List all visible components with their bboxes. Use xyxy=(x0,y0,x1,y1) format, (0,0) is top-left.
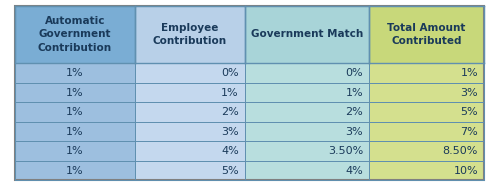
Bar xyxy=(135,83,245,102)
Bar xyxy=(245,6,369,63)
Text: 1%: 1% xyxy=(221,88,239,98)
Text: 2%: 2% xyxy=(345,107,363,117)
Bar xyxy=(15,141,135,161)
Text: Government Match: Government Match xyxy=(251,29,363,39)
Text: 5%: 5% xyxy=(221,166,239,176)
Text: 8.50%: 8.50% xyxy=(443,146,478,156)
Bar xyxy=(369,102,484,122)
Bar xyxy=(135,141,245,161)
Text: Employee
Contribution: Employee Contribution xyxy=(153,23,227,46)
Bar xyxy=(15,63,135,83)
Bar xyxy=(245,141,369,161)
Bar xyxy=(369,63,484,83)
Text: 2%: 2% xyxy=(221,107,239,117)
Text: 0%: 0% xyxy=(221,68,239,78)
Bar xyxy=(15,83,135,102)
Bar xyxy=(245,63,369,83)
Text: 7%: 7% xyxy=(460,127,478,137)
Bar xyxy=(369,6,484,63)
Text: 3%: 3% xyxy=(345,127,363,137)
Text: 1%: 1% xyxy=(66,166,84,176)
Text: 4%: 4% xyxy=(221,146,239,156)
Bar xyxy=(245,83,369,102)
Bar xyxy=(15,102,135,122)
Bar xyxy=(369,141,484,161)
Bar xyxy=(245,122,369,141)
Bar xyxy=(15,6,135,63)
Text: Total Amount
Contributed: Total Amount Contributed xyxy=(387,23,466,46)
Bar xyxy=(135,122,245,141)
Text: 3%: 3% xyxy=(461,88,478,98)
Bar xyxy=(369,161,484,180)
Text: 1%: 1% xyxy=(66,68,84,78)
Text: 5%: 5% xyxy=(461,107,478,117)
Bar xyxy=(135,63,245,83)
Text: 1%: 1% xyxy=(345,88,363,98)
Text: 0%: 0% xyxy=(345,68,363,78)
Bar xyxy=(135,6,245,63)
Text: Automatic
Government
Contribution: Automatic Government Contribution xyxy=(38,16,112,53)
Bar xyxy=(15,122,135,141)
Text: 3.50%: 3.50% xyxy=(328,146,363,156)
Bar xyxy=(369,83,484,102)
Text: 4%: 4% xyxy=(345,166,363,176)
Bar xyxy=(245,102,369,122)
Text: 1%: 1% xyxy=(461,68,478,78)
Text: 1%: 1% xyxy=(66,127,84,137)
Text: 1%: 1% xyxy=(66,107,84,117)
Text: 1%: 1% xyxy=(66,88,84,98)
Bar xyxy=(369,122,484,141)
Bar xyxy=(135,102,245,122)
Bar xyxy=(135,161,245,180)
Text: 3%: 3% xyxy=(221,127,239,137)
Text: 1%: 1% xyxy=(66,146,84,156)
Bar xyxy=(15,161,135,180)
Text: 10%: 10% xyxy=(454,166,478,176)
Bar xyxy=(245,161,369,180)
